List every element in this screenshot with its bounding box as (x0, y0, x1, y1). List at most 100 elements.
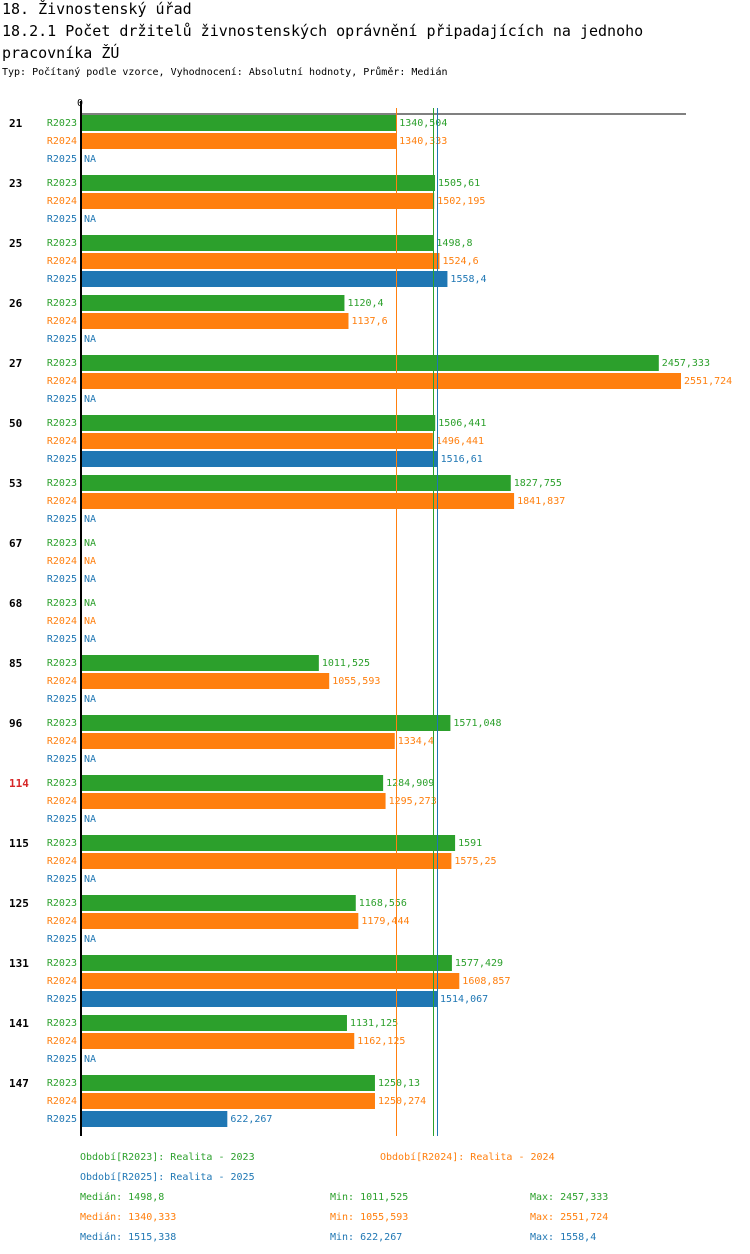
data-label: 1250,13 (378, 1078, 420, 1089)
na-label: NA (84, 154, 96, 165)
series-label: R2024 (47, 376, 77, 387)
series-label: R2025 (47, 394, 77, 405)
series-label: R2024 (47, 856, 77, 867)
na-label: NA (84, 874, 96, 885)
bar (82, 973, 460, 989)
series-label: R2024 (47, 616, 77, 627)
bar (82, 715, 451, 731)
series-label: R2025 (47, 934, 77, 945)
data-label: 1827,755 (514, 478, 562, 489)
group-label: 131 (9, 957, 29, 970)
series-label: R2023 (47, 478, 77, 489)
page-title: 18. Živnostenský úřad (2, 0, 192, 18)
series-label: R2023 (47, 658, 77, 669)
series-label: R2023 (47, 1018, 77, 1029)
data-label: 1498,8 (436, 238, 472, 249)
legend-period: Období[R2025]: Realita - 2025 (80, 1171, 255, 1183)
chart-title: 18.2.1 Počet držitelů živnostenských opr… (2, 22, 644, 62)
group-label: 25 (9, 237, 22, 250)
series-label: R2024 (47, 916, 77, 927)
bar (82, 271, 448, 287)
data-label: 1516,61 (441, 454, 483, 465)
series-label: R2023 (47, 718, 77, 729)
series-label: R2024 (47, 496, 77, 507)
series-label: R2024 (47, 1036, 77, 1047)
series-label: R2023 (47, 958, 77, 969)
legend-max: Max: 2551,724 (530, 1212, 608, 1223)
data-label: 1558,4 (450, 274, 486, 285)
series-label: R2024 (47, 1096, 77, 1107)
na-label: NA (84, 634, 96, 645)
bar (82, 175, 436, 191)
bar (82, 1075, 375, 1091)
bar (82, 673, 330, 689)
bar (82, 853, 452, 869)
data-label: 1055,593 (332, 676, 380, 687)
bar (82, 235, 434, 251)
series-label: R2024 (47, 136, 77, 147)
bar (82, 991, 438, 1007)
bar (82, 475, 511, 491)
data-label: 1577,429 (455, 958, 503, 969)
data-label: 1524,6 (442, 256, 478, 267)
data-label: 1340,504 (399, 118, 447, 129)
data-label: 1284,909 (386, 778, 434, 789)
data-label: 1162,125 (357, 1036, 405, 1047)
series-label: R2023 (47, 838, 77, 849)
group-label: 21 (9, 117, 23, 130)
na-label: NA (84, 616, 96, 627)
data-label: 1137,6 (351, 316, 387, 327)
bar (82, 433, 433, 449)
legend-min: Min: 1055,593 (330, 1212, 408, 1223)
bar (82, 793, 386, 809)
bar (82, 1093, 375, 1109)
series-label: R2023 (47, 118, 77, 129)
group-label: 23 (9, 177, 22, 190)
data-label: 1841,837 (517, 496, 565, 507)
data-label: 1496,441 (436, 436, 484, 447)
na-label: NA (84, 1054, 96, 1065)
series-label: R2023 (47, 238, 77, 249)
bar (82, 415, 436, 431)
series-label: R2025 (47, 454, 77, 465)
na-label: NA (84, 754, 96, 765)
legend-median: Medián: 1515,338 (80, 1231, 176, 1243)
x-axis-zero-label: 0 (77, 98, 83, 109)
series-label: R2023 (47, 538, 77, 549)
na-label: NA (84, 598, 96, 609)
bar (82, 193, 435, 209)
na-label: NA (84, 538, 96, 549)
series-label: R2023 (47, 418, 77, 429)
data-label: 1608,857 (462, 976, 510, 987)
data-label: 1131,125 (350, 1018, 398, 1029)
bar (82, 733, 395, 749)
series-label: R2025 (47, 214, 77, 225)
series-label: R2023 (47, 298, 77, 309)
data-label: 1250,274 (378, 1096, 426, 1107)
legend-median: Medián: 1498,8 (80, 1191, 164, 1203)
na-label: NA (84, 556, 96, 567)
series-label: R2025 (47, 274, 77, 285)
group-label: 141 (9, 1017, 29, 1030)
chart-meta: Typ: Počítaný podle vzorce, Vyhodnocení:… (2, 67, 448, 78)
group-label: 85 (9, 657, 22, 670)
data-label: 2551,724 (684, 376, 732, 387)
na-label: NA (84, 334, 96, 345)
group-label: 115 (9, 837, 29, 850)
bar (82, 1015, 347, 1031)
bar (82, 895, 356, 911)
series-label: R2025 (47, 154, 77, 165)
na-label: NA (84, 214, 96, 225)
group-label: 67 (9, 537, 22, 550)
na-label: NA (84, 394, 96, 405)
data-label: 1011,525 (322, 658, 370, 669)
series-label: R2025 (47, 874, 77, 885)
bar (82, 115, 397, 131)
data-label: 1505,61 (438, 178, 480, 189)
data-label: 1334,4 (398, 736, 434, 747)
data-label: 622,267 (230, 1114, 272, 1125)
group-label: 26 (9, 297, 23, 310)
legend-period: Období[R2024]: Realita - 2024 (380, 1151, 555, 1163)
series-label: R2024 (47, 196, 77, 207)
series-label: R2025 (47, 694, 77, 705)
